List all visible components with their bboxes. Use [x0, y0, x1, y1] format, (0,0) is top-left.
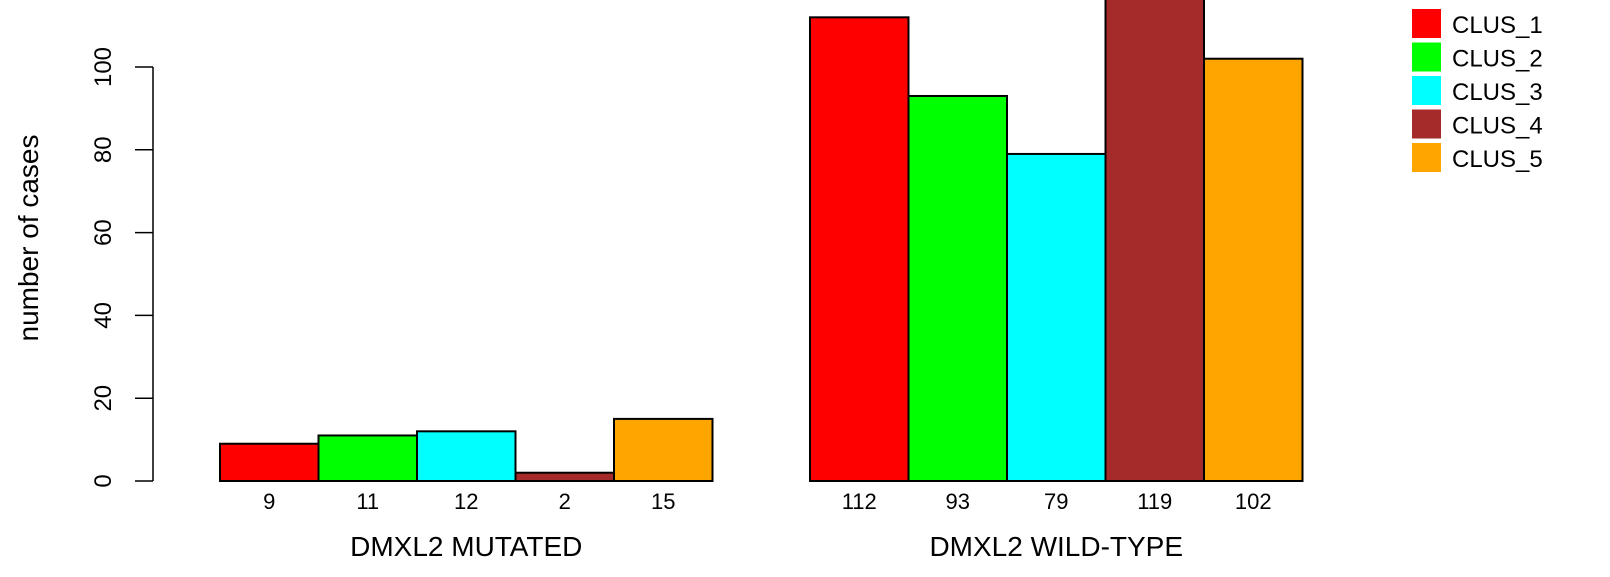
- y-tick-label: 60: [90, 219, 117, 246]
- bar-clus-4: [1104, 0, 1205, 483]
- bar-clus-1: [809, 16, 910, 482]
- bar-clus-3: [416, 430, 517, 483]
- bar-value-label: 15: [651, 489, 675, 514]
- y-axis-label: number of cases: [13, 135, 44, 342]
- legend-swatch: [1412, 143, 1441, 172]
- legend-label: CLUS_1: [1452, 12, 1543, 39]
- group-labels: DMXL2 MUTATED DMXL2 WILD-TYPE: [350, 531, 1183, 562]
- y-axis: 0 20 40 60 80 100: [90, 47, 154, 488]
- y-tick-label: 0: [90, 474, 117, 487]
- legend: CLUS_1 CLUS_2 CLUS_3 CLUS_4 CLUS_5: [1412, 9, 1543, 173]
- y-tick-label: 20: [90, 385, 117, 412]
- value-labels: 9 11 12 2 15 112 93 79 119 102: [263, 489, 1271, 514]
- y-tick-label: 40: [90, 302, 117, 329]
- bar-value-label: 93: [946, 489, 970, 514]
- bar-value-label: 119: [1137, 489, 1172, 514]
- legend-label: CLUS_5: [1452, 146, 1543, 173]
- y-tick-label: 100: [90, 47, 117, 87]
- legend-swatch: [1412, 109, 1441, 139]
- legend-swatch: [1412, 9, 1441, 38]
- bar-value-label: 11: [356, 489, 379, 514]
- legend-label: CLUS_4: [1452, 113, 1543, 140]
- bar-value-label: 112: [842, 489, 877, 514]
- legend-label: CLUS_2: [1452, 46, 1543, 73]
- bar-clus-4: [514, 471, 615, 483]
- legend-swatch: [1412, 42, 1441, 72]
- legend-swatch: [1412, 76, 1441, 105]
- bar-clus-2: [907, 94, 1008, 482]
- group-label: DMXL2 MUTATED: [350, 531, 582, 562]
- bar-value-label: 102: [1235, 489, 1272, 514]
- legend-label: CLUS_3: [1452, 79, 1543, 106]
- bar-clus-2: [317, 434, 418, 482]
- bars: [219, 0, 1304, 483]
- bar-clus-5: [1203, 57, 1304, 482]
- bar-value-label: 9: [263, 489, 275, 514]
- bar-clus-5: [613, 417, 714, 482]
- bar-clus-3: [1006, 152, 1107, 482]
- bar-value-label: 2: [559, 489, 571, 514]
- group-label: DMXL2 WILD-TYPE: [929, 531, 1183, 562]
- bar-value-label: 79: [1044, 489, 1068, 514]
- bar-value-label: 12: [454, 489, 478, 514]
- y-tick-label: 80: [90, 136, 117, 163]
- bar-clus-1: [219, 442, 320, 482]
